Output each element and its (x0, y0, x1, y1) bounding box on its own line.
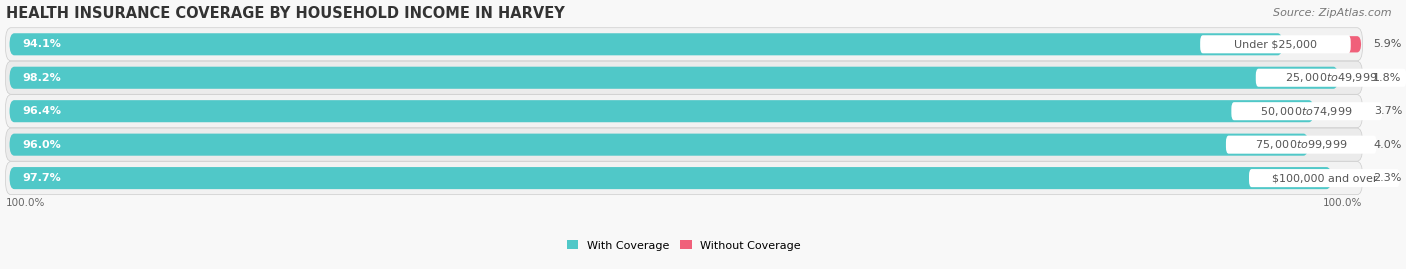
Text: 96.0%: 96.0% (22, 140, 60, 150)
Text: 1.8%: 1.8% (1374, 73, 1402, 83)
FancyBboxPatch shape (10, 134, 1308, 156)
Text: 94.1%: 94.1% (22, 39, 60, 49)
FancyBboxPatch shape (1249, 169, 1399, 187)
FancyBboxPatch shape (6, 162, 1362, 195)
FancyBboxPatch shape (1331, 170, 1361, 186)
Text: $25,000 to $49,999: $25,000 to $49,999 (1285, 71, 1378, 84)
FancyBboxPatch shape (1284, 36, 1361, 52)
FancyBboxPatch shape (1339, 70, 1361, 86)
Text: HEALTH INSURANCE COVERAGE BY HOUSEHOLD INCOME IN HARVEY: HEALTH INSURANCE COVERAGE BY HOUSEHOLD I… (6, 6, 564, 20)
FancyBboxPatch shape (1315, 103, 1362, 119)
Text: 4.0%: 4.0% (1374, 140, 1402, 150)
Text: 5.9%: 5.9% (1374, 39, 1402, 49)
Text: $50,000 to $74,999: $50,000 to $74,999 (1260, 105, 1353, 118)
Text: 100.0%: 100.0% (6, 197, 45, 207)
FancyBboxPatch shape (1309, 136, 1361, 153)
FancyBboxPatch shape (10, 167, 1331, 189)
FancyBboxPatch shape (1256, 69, 1406, 87)
Legend: With Coverage, Without Coverage: With Coverage, Without Coverage (567, 240, 801, 251)
FancyBboxPatch shape (10, 33, 1282, 55)
Text: 3.7%: 3.7% (1375, 106, 1403, 116)
Text: 96.4%: 96.4% (22, 106, 60, 116)
FancyBboxPatch shape (6, 61, 1362, 94)
Text: Source: ZipAtlas.com: Source: ZipAtlas.com (1274, 8, 1392, 18)
Text: 98.2%: 98.2% (22, 73, 60, 83)
FancyBboxPatch shape (1201, 35, 1351, 53)
Text: 2.3%: 2.3% (1374, 173, 1402, 183)
FancyBboxPatch shape (10, 100, 1313, 122)
FancyBboxPatch shape (10, 67, 1339, 89)
Text: 100.0%: 100.0% (1323, 197, 1362, 207)
FancyBboxPatch shape (6, 28, 1362, 61)
FancyBboxPatch shape (6, 95, 1362, 128)
FancyBboxPatch shape (1232, 102, 1382, 120)
FancyBboxPatch shape (6, 128, 1362, 161)
Text: $100,000 and over: $100,000 and over (1271, 173, 1376, 183)
FancyBboxPatch shape (1226, 136, 1376, 154)
Text: 97.7%: 97.7% (22, 173, 60, 183)
Text: $75,000 to $99,999: $75,000 to $99,999 (1256, 138, 1347, 151)
Text: Under $25,000: Under $25,000 (1234, 39, 1317, 49)
